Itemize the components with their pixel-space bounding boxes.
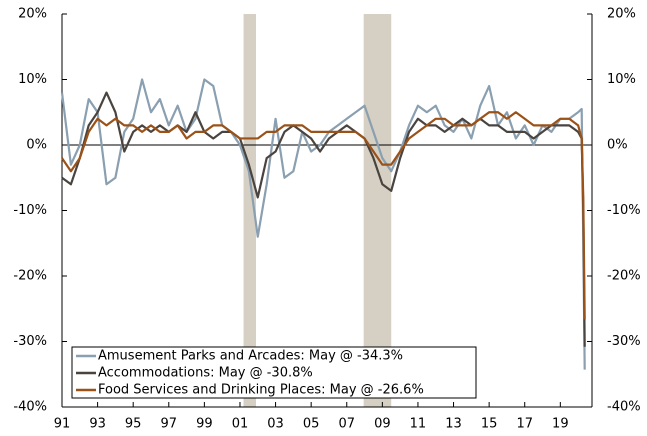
y2-tick-label: -40% (607, 400, 641, 415)
y-tick-label: 10% (18, 72, 47, 87)
y2-tick-label: 0% (607, 138, 628, 153)
y-tick-label: 20% (18, 7, 47, 22)
x-tick-label: 97 (161, 417, 178, 432)
y2-tick-label: 20% (607, 7, 636, 22)
legend-label: Accommodations: May @ -30.8% (98, 366, 313, 381)
y-tick-label: -20% (13, 269, 47, 284)
legend-box (71, 346, 477, 399)
x-tick-label: 19 (552, 417, 569, 432)
y-tick-label: 0% (26, 138, 47, 153)
series-line (60, 78, 586, 370)
y2-tick-label: -20% (607, 269, 641, 284)
x-tick-label: 15 (481, 417, 498, 432)
legend-label: Amusement Parks and Arcades: May @ -34.3… (98, 349, 403, 364)
x-tick-label: 95 (125, 417, 142, 432)
x-tick-label: 07 (338, 417, 355, 432)
y2-tick-label: 10% (607, 72, 636, 87)
recession-shade (243, 14, 256, 407)
x-tick-label: 93 (89, 417, 106, 432)
series-line (61, 111, 586, 320)
y-tick-label: -10% (13, 203, 47, 218)
series-line (61, 91, 586, 347)
x-tick-label: 11 (410, 417, 427, 432)
x-tick-label: 13 (445, 417, 462, 432)
x-tick-label: 09 (374, 417, 391, 432)
x-tick-label: 17 (516, 417, 533, 432)
x-tick-label: 03 (267, 417, 284, 432)
y-tick-label: -40% (13, 400, 47, 415)
legend-label: Food Services and Drinking Places: May @… (98, 383, 424, 398)
y2-tick-label: -10% (607, 203, 641, 218)
x-tick-label: 01 (232, 417, 249, 432)
y2-tick-label: -30% (607, 334, 641, 349)
x-tick-label: 05 (303, 417, 320, 432)
x-tick-label: 91 (54, 417, 71, 432)
y-tick-label: -30% (13, 334, 47, 349)
x-tick-label: 99 (196, 417, 213, 432)
recession-shade (363, 14, 392, 407)
